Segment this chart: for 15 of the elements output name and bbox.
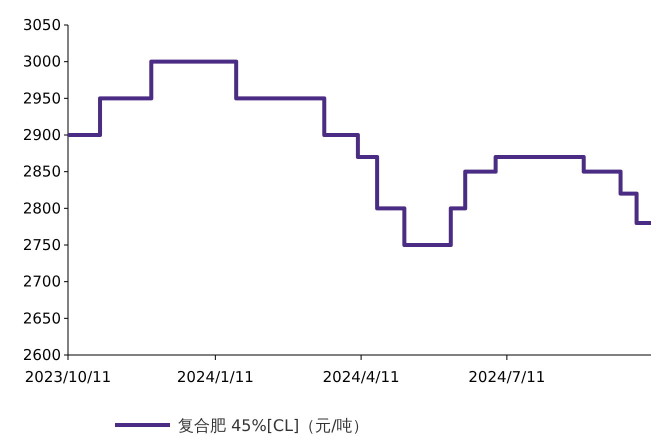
- x-tick-label: 2024/4/11: [322, 368, 400, 386]
- y-tick-label: 2850: [22, 162, 61, 181]
- x-tick-label: 2024/7/11: [468, 368, 546, 386]
- y-tick-label: 2950: [22, 89, 61, 108]
- x-tick-label: 2023/10/11: [24, 368, 112, 386]
- y-tick-label: 3000: [22, 52, 61, 71]
- y-tick-label: 2700: [22, 272, 61, 291]
- x-tick-label: 2024/1/11: [176, 368, 254, 386]
- y-tick-label: 2650: [22, 309, 61, 328]
- y-tick-label: 2800: [22, 199, 61, 218]
- y-tick-label: 3050: [22, 16, 61, 34]
- y-tick-label: 2900: [22, 126, 61, 144]
- y-tick-label: 2600: [22, 346, 61, 364]
- y-tick-label: 2750: [22, 236, 61, 254]
- legend-label: 复合肥 45%[CL]（元/吨）: [178, 416, 369, 435]
